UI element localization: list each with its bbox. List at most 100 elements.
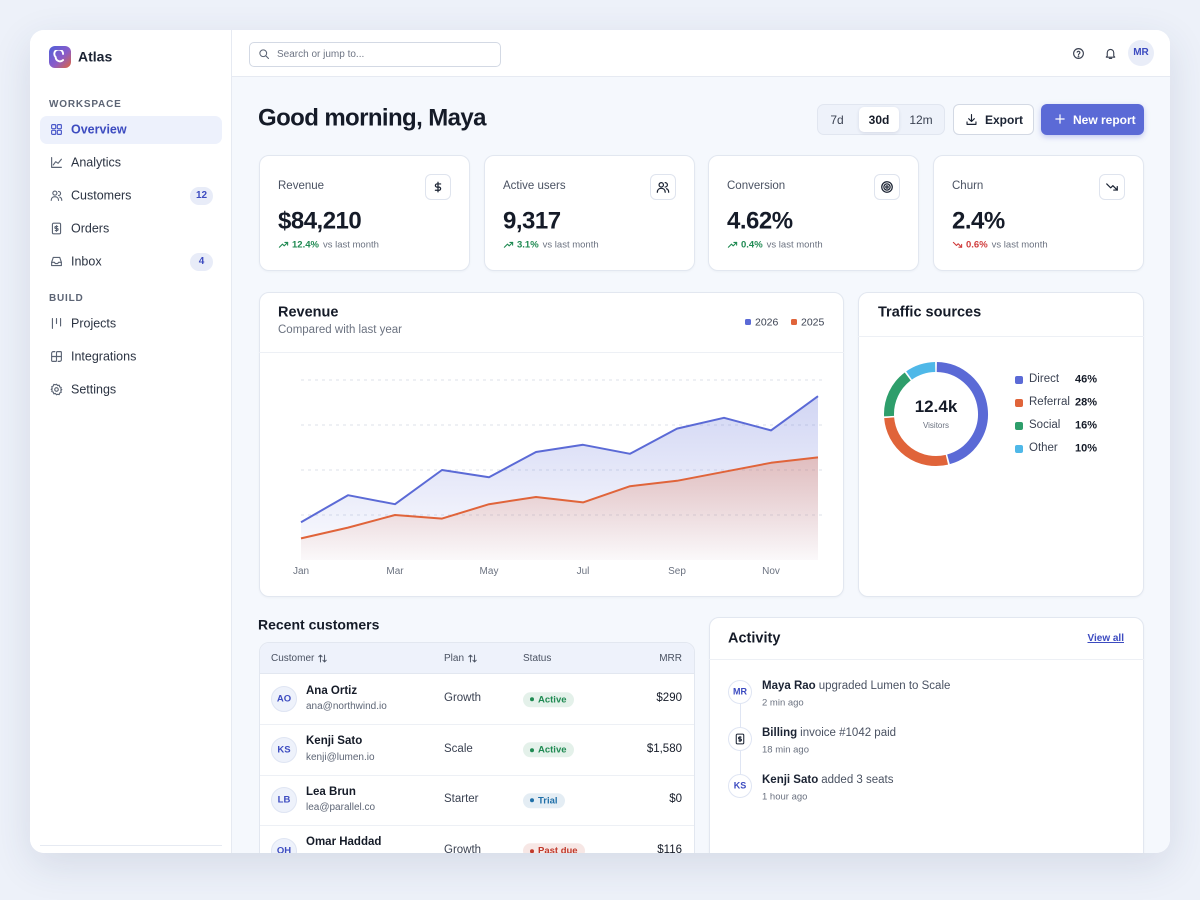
range-option[interactable]: 7d bbox=[830, 112, 844, 127]
export-button[interactable] bbox=[953, 104, 1034, 135]
status-pill: Trial bbox=[523, 792, 565, 809]
down-icon bbox=[952, 242, 963, 248]
activity-actor: Maya Rao bbox=[762, 680, 816, 693]
sort-icon[interactable] bbox=[317, 653, 328, 664]
kpi-label: Churn bbox=[952, 179, 984, 192]
plus-icon bbox=[1055, 114, 1065, 124]
customer-mrr: $116 bbox=[657, 843, 682, 853]
card-divider bbox=[709, 659, 1144, 660]
range-option[interactable]: 12m bbox=[909, 112, 933, 127]
customers-icon-part bbox=[52, 190, 58, 196]
x-tick-label: Jul bbox=[577, 566, 590, 577]
kpi-change: 0.6% vs last month bbox=[952, 239, 1048, 250]
donut-chart bbox=[884, 362, 988, 466]
user-initials: MR bbox=[1133, 47, 1149, 58]
activity-initials: MR bbox=[733, 686, 747, 697]
kpi-change-value: 12.4% bbox=[292, 239, 319, 251]
up-icon-part bbox=[278, 242, 289, 248]
dollar-icon bbox=[434, 181, 442, 193]
nav-badge-count: 12 bbox=[195, 190, 208, 201]
donut-slice bbox=[884, 417, 949, 466]
chart-divider bbox=[858, 336, 1144, 337]
sort-icon[interactable] bbox=[467, 653, 478, 664]
nav-label[interactable]: Inbox bbox=[71, 254, 102, 269]
activity-time: 1 hour ago bbox=[762, 790, 808, 802]
activity-actor: Billing bbox=[762, 727, 798, 740]
search-box[interactable] bbox=[249, 42, 501, 67]
customer-initials: KS bbox=[277, 743, 291, 755]
integrations-icon bbox=[51, 351, 62, 362]
customers-icon bbox=[50, 190, 63, 201]
customer-name: Lea Brun bbox=[306, 785, 356, 798]
kpi-value: 9,317 bbox=[503, 207, 561, 235]
bell-icon[interactable] bbox=[1104, 47, 1117, 60]
nav-item[interactable] bbox=[40, 215, 222, 243]
line-chart: Jan Mar May Jul Sep Nov bbox=[293, 379, 825, 577]
legend-label: 2025 bbox=[801, 316, 825, 329]
legend-swatch bbox=[791, 319, 797, 325]
customer-name: Ana Ortiz bbox=[306, 684, 358, 697]
chart-divider bbox=[259, 352, 844, 353]
activity-text: Kenji Sato added 3 seats bbox=[762, 774, 894, 788]
kpi-change-value: 0.6% bbox=[966, 239, 988, 251]
nav-label[interactable]: Overview bbox=[71, 122, 127, 137]
customer-avatar bbox=[271, 787, 297, 813]
analytics-icon bbox=[51, 157, 62, 168]
nav-item[interactable] bbox=[40, 149, 222, 177]
activity-initials: KS bbox=[733, 780, 747, 791]
kpi-icon-box bbox=[650, 174, 676, 200]
users-icon bbox=[656, 182, 670, 193]
nav-label[interactable]: Projects bbox=[71, 316, 117, 331]
timeline-connector bbox=[740, 704, 741, 727]
view-all-link[interactable]: View all bbox=[1087, 632, 1124, 644]
app-window: Atlas WORKSPACE Overview Analytics Customers… bbox=[30, 30, 1170, 853]
nav-label[interactable]: Integrations bbox=[71, 349, 137, 364]
nav-label[interactable]: Settings bbox=[71, 382, 117, 397]
help-icon[interactable] bbox=[1072, 47, 1085, 60]
projects-icon-part bbox=[51, 318, 62, 329]
row-divider bbox=[260, 825, 694, 826]
nav-label[interactable]: Customers bbox=[71, 188, 132, 203]
user-avatar[interactable] bbox=[1128, 40, 1154, 66]
customers-icon-part bbox=[57, 190, 63, 201]
nav-item[interactable] bbox=[40, 376, 222, 404]
bell-icon-part bbox=[1105, 48, 1116, 58]
activity-description: upgraded Lumen to Scale bbox=[818, 680, 951, 693]
kpi-change-note: vs last month bbox=[542, 239, 599, 251]
nav-item[interactable] bbox=[40, 310, 222, 338]
export-label[interactable]: Export bbox=[985, 112, 1024, 127]
column-header-label[interactable]: Plan bbox=[444, 652, 465, 664]
column-header: Customer bbox=[271, 653, 328, 665]
kpi-label: Active users bbox=[503, 179, 566, 192]
nav-badge bbox=[190, 187, 213, 205]
orders-icon bbox=[735, 733, 745, 745]
x-tick-label: Sep bbox=[668, 566, 686, 577]
kpi-value: 2.4% bbox=[952, 207, 1005, 235]
help-icon-part bbox=[1077, 55, 1080, 58]
range-option[interactable]: 30d bbox=[868, 112, 890, 127]
new-report-label[interactable]: New report bbox=[1073, 112, 1136, 127]
analytics-icon-part bbox=[51, 157, 62, 168]
customers-icon-part bbox=[50, 196, 60, 201]
down-icon-part bbox=[1106, 183, 1118, 191]
users-icon-part bbox=[658, 182, 665, 188]
down-icon bbox=[1106, 183, 1118, 191]
activity-card bbox=[709, 617, 1144, 853]
section-title: Activity bbox=[728, 629, 781, 646]
nav-item[interactable] bbox=[40, 116, 222, 144]
nav-label[interactable]: Orders bbox=[71, 221, 110, 236]
column-header-label[interactable]: Customer bbox=[271, 652, 315, 664]
nav-badge-count: 4 bbox=[198, 256, 205, 267]
greeting: Good morning, Maya bbox=[258, 104, 486, 132]
logo-icon bbox=[53, 50, 65, 63]
activity-text: Maya Rao upgraded Lumen to Scale bbox=[762, 680, 950, 694]
brand: Atlas bbox=[78, 48, 113, 65]
up-icon-part bbox=[733, 242, 738, 246]
kpi-change-value: 3.1% bbox=[517, 239, 539, 251]
activity-description: invoice #1042 paid bbox=[800, 727, 897, 740]
status-dot bbox=[530, 747, 534, 752]
orders-icon-part bbox=[738, 735, 742, 743]
nav-label[interactable]: Analytics bbox=[71, 155, 122, 170]
activity-icon bbox=[728, 680, 752, 704]
